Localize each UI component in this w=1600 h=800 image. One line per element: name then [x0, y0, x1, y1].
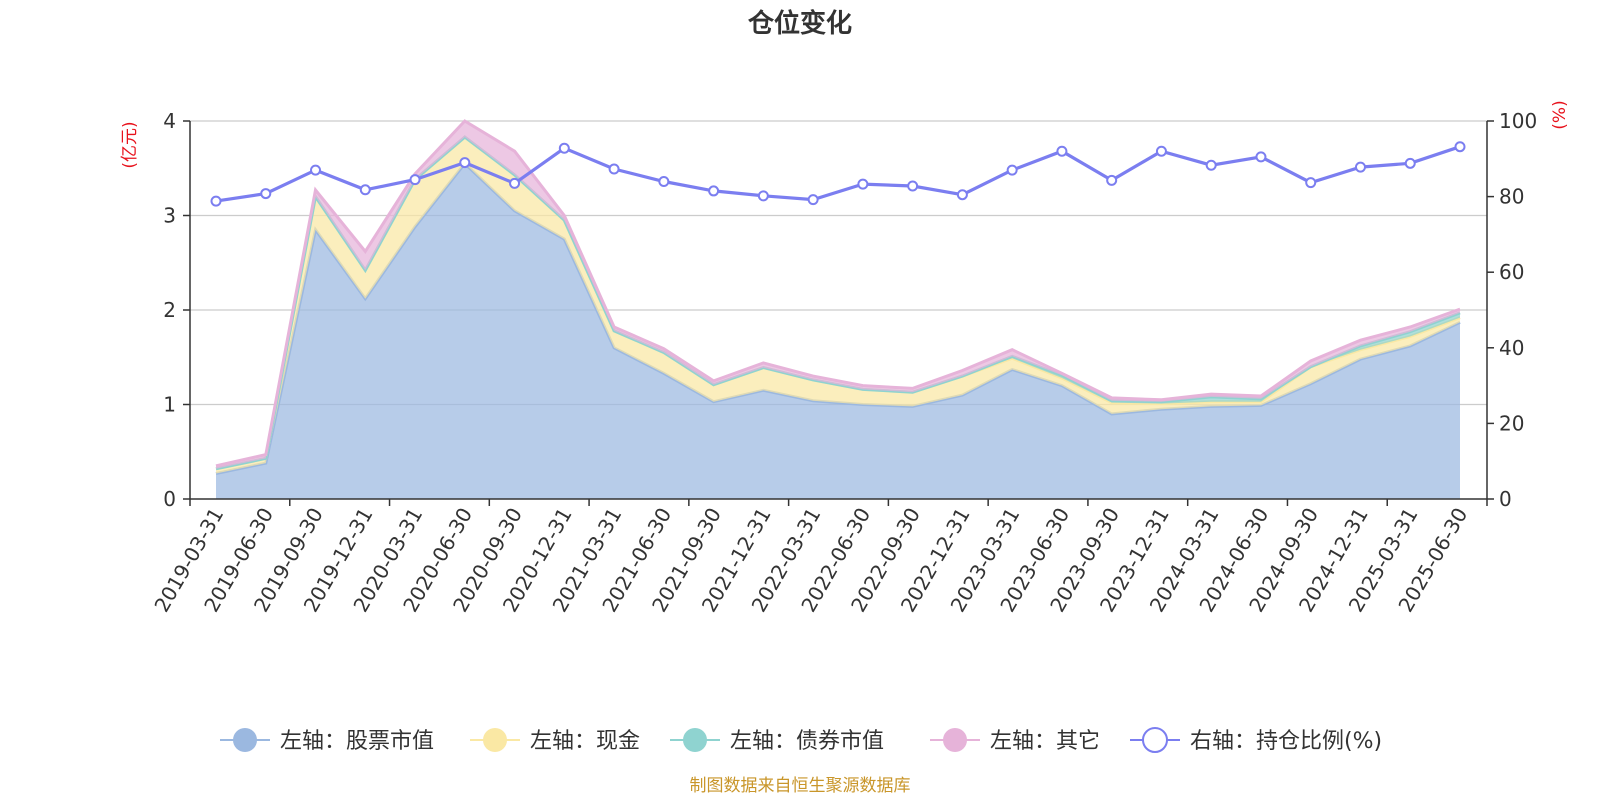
ratio-point [509, 177, 521, 189]
left-axis-unit: (亿元) [120, 121, 140, 168]
legend-marker-icon [483, 728, 507, 752]
legend-marker-icon [943, 728, 967, 752]
ratio-point [907, 180, 919, 192]
right-tick-label: 40 [1499, 336, 1524, 360]
ratio-point [310, 164, 322, 176]
ratio-point [807, 194, 819, 206]
legend-item: 左轴：股票市值 [220, 728, 434, 754]
right-axis-unit: (%) [1550, 100, 1570, 129]
ratio-point [658, 175, 670, 187]
left-tick-label: 3 [163, 204, 176, 228]
ratio-point [608, 163, 620, 175]
ratio-point [1454, 141, 1466, 153]
left-tick-label: 4 [163, 109, 176, 133]
legend-label: 左轴：债券市值 [730, 729, 884, 754]
right-tick-label: 20 [1499, 411, 1524, 435]
ratio-point [1205, 159, 1217, 171]
legend-marker-icon [683, 728, 707, 752]
ratio-point [1255, 151, 1267, 163]
legend-label: 左轴：现金 [530, 729, 640, 754]
ratio-point [1106, 174, 1118, 186]
source-note: 制图数据来自恒生聚源数据库 [690, 776, 911, 796]
ratio-point [210, 195, 222, 207]
legend-label: 左轴：其它 [990, 729, 1100, 754]
ratio-point [757, 190, 769, 202]
right-tick-label: 0 [1499, 487, 1512, 511]
ratio-point [708, 185, 720, 197]
position-ratio-line [210, 141, 1466, 207]
ratio-point [1354, 161, 1366, 173]
legend-label: 左轴：股票市值 [280, 729, 434, 754]
left-tick-label: 2 [163, 298, 176, 322]
legend-marker-icon [1142, 727, 1168, 753]
legend-label: 右轴：持仓比例(%) [1190, 729, 1382, 754]
left-tick-label: 1 [163, 393, 176, 417]
ratio-point [459, 157, 471, 169]
legend-marker-icon [233, 728, 257, 752]
legend-item: 左轴：其它 [930, 728, 1100, 754]
stacked-areas [215, 119, 1461, 499]
ratio-line-path [215, 145, 1461, 203]
chart-title: 仓位变化 [747, 8, 852, 39]
legend-item: 左轴：现金 [470, 728, 640, 754]
area-edge-左轴：其它 [215, 119, 1461, 468]
left-tick-label: 0 [163, 487, 176, 511]
ratio-point [1305, 177, 1317, 189]
ratio-point [1056, 145, 1068, 157]
ratio-point [956, 189, 968, 201]
legend-item: 左轴：债券市值 [670, 728, 884, 754]
ratio-point [1155, 145, 1167, 157]
ratio-point [558, 142, 570, 154]
ratio-point [409, 174, 421, 186]
ratio-point [260, 188, 272, 200]
legend-item: 右轴：持仓比例(%) [1130, 727, 1382, 754]
right-tick-label: 60 [1499, 260, 1524, 284]
ratio-point [857, 178, 869, 190]
right-tick-label: 80 [1499, 185, 1524, 209]
ratio-point [1006, 164, 1018, 176]
ratio-point [359, 184, 371, 196]
right-tick-label: 100 [1499, 109, 1537, 133]
legend: 左轴：股票市值 左轴：现金 左轴：债券市值 左轴：其它 右轴：持仓比例(%) [220, 727, 1382, 754]
ratio-point [1404, 157, 1416, 169]
area-左轴：股票市值 [216, 163, 1460, 499]
